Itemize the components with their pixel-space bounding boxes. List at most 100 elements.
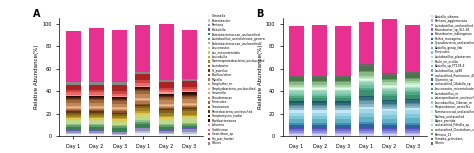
Bar bbox=[359, 71, 374, 72]
Bar bbox=[182, 104, 197, 105]
Bar bbox=[65, 112, 81, 113]
Bar bbox=[136, 87, 150, 88]
Bar bbox=[182, 123, 197, 124]
Bar bbox=[136, 86, 150, 87]
Bar bbox=[359, 90, 374, 96]
Bar bbox=[182, 112, 197, 115]
Bar bbox=[312, 76, 327, 78]
Bar bbox=[359, 134, 374, 136]
Bar bbox=[112, 107, 127, 108]
Bar bbox=[405, 100, 420, 103]
Bar bbox=[359, 82, 374, 85]
Bar bbox=[289, 87, 304, 88]
Bar bbox=[65, 96, 81, 97]
Bar bbox=[182, 95, 197, 96]
Bar bbox=[312, 101, 327, 103]
Bar bbox=[159, 127, 173, 129]
Bar bbox=[89, 129, 104, 131]
Bar bbox=[289, 129, 304, 131]
Bar bbox=[382, 115, 397, 119]
Bar bbox=[182, 30, 197, 79]
Bar bbox=[65, 125, 81, 127]
Bar bbox=[182, 124, 197, 126]
Bar bbox=[382, 131, 397, 133]
Bar bbox=[405, 92, 420, 95]
Bar bbox=[159, 106, 173, 107]
Bar bbox=[382, 93, 397, 96]
Bar bbox=[382, 80, 397, 82]
Bar bbox=[289, 81, 304, 82]
Bar bbox=[136, 80, 150, 83]
Bar bbox=[65, 117, 81, 118]
Bar bbox=[312, 125, 327, 128]
Bar bbox=[289, 78, 304, 81]
Bar bbox=[65, 131, 81, 133]
Bar bbox=[89, 90, 104, 92]
Bar bbox=[159, 98, 173, 100]
Bar bbox=[289, 85, 304, 87]
Bar bbox=[336, 87, 350, 88]
Bar bbox=[382, 119, 397, 123]
Bar bbox=[289, 116, 304, 119]
Bar bbox=[136, 128, 150, 131]
Bar bbox=[382, 91, 397, 93]
Bar bbox=[65, 120, 81, 124]
Bar bbox=[112, 118, 127, 119]
Bar bbox=[182, 106, 197, 107]
Bar bbox=[136, 105, 150, 106]
Bar bbox=[382, 129, 397, 131]
Bar bbox=[159, 92, 173, 93]
Legend: Absiella_vibrans, Pantoea_agglomerans, Lactobacillus_unclassified, Klineobacter_: Absiella_vibrans, Pantoea_agglomerans, L… bbox=[431, 14, 474, 145]
Bar bbox=[136, 133, 150, 136]
Bar bbox=[136, 100, 150, 101]
Bar bbox=[336, 113, 350, 116]
Bar bbox=[159, 93, 173, 95]
Bar bbox=[359, 109, 374, 113]
Bar bbox=[405, 81, 420, 83]
Bar bbox=[359, 88, 374, 90]
Bar bbox=[405, 75, 420, 78]
Bar bbox=[112, 108, 127, 109]
Bar bbox=[359, 113, 374, 117]
Bar bbox=[359, 104, 374, 107]
Bar bbox=[405, 103, 420, 104]
Bar bbox=[89, 108, 104, 109]
Bar bbox=[359, 131, 374, 133]
Bar bbox=[405, 131, 420, 133]
Bar bbox=[312, 25, 327, 76]
Bar bbox=[159, 116, 173, 117]
Bar bbox=[336, 110, 350, 113]
Bar bbox=[382, 101, 397, 104]
Bar bbox=[405, 110, 420, 114]
Bar bbox=[359, 129, 374, 131]
Bar bbox=[159, 119, 173, 124]
Bar bbox=[312, 98, 327, 101]
Bar bbox=[89, 117, 104, 118]
Bar bbox=[136, 101, 150, 104]
Bar bbox=[112, 112, 127, 113]
Bar bbox=[112, 91, 127, 93]
Bar bbox=[289, 134, 304, 136]
Bar bbox=[336, 89, 350, 90]
Bar bbox=[312, 85, 327, 87]
Bar bbox=[159, 134, 173, 136]
Bar bbox=[136, 93, 150, 98]
Bar bbox=[89, 118, 104, 120]
Bar bbox=[289, 91, 304, 93]
Bar bbox=[159, 88, 173, 90]
Bar bbox=[312, 87, 327, 88]
Bar bbox=[359, 96, 374, 97]
Bar bbox=[336, 125, 350, 128]
Bar bbox=[336, 76, 350, 78]
Y-axis label: Relative Abundance(%): Relative Abundance(%) bbox=[258, 45, 263, 109]
Bar bbox=[89, 112, 104, 113]
Bar bbox=[336, 78, 350, 81]
Bar bbox=[312, 116, 327, 119]
Bar bbox=[112, 125, 127, 126]
Bar bbox=[182, 87, 197, 89]
Bar bbox=[159, 109, 173, 110]
Bar bbox=[382, 76, 397, 79]
Bar bbox=[159, 82, 173, 88]
Bar bbox=[65, 82, 81, 85]
Bar bbox=[405, 85, 420, 86]
